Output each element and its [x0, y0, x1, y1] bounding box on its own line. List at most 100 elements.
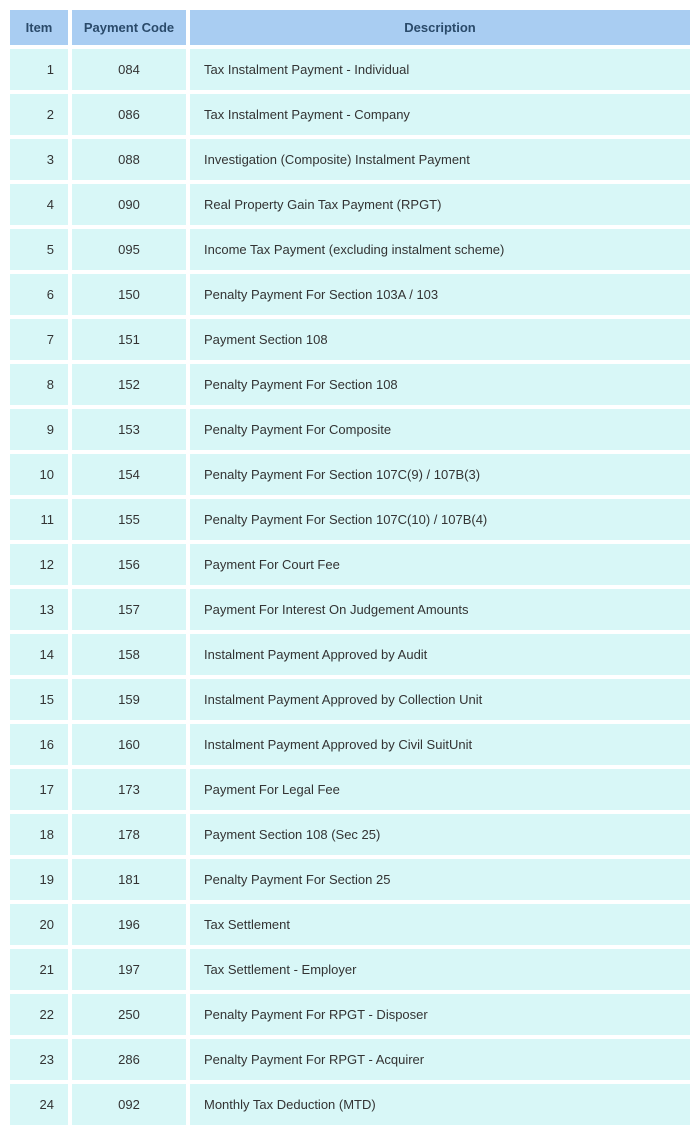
cell-description: Payment For Court Fee	[190, 544, 690, 585]
cell-code: 095	[72, 229, 186, 270]
table-row: 4090Real Property Gain Tax Payment (RPGT…	[10, 184, 690, 225]
cell-item: 20	[10, 904, 68, 945]
cell-item: 10	[10, 454, 68, 495]
column-header-description: Description	[190, 10, 690, 45]
cell-item: 4	[10, 184, 68, 225]
cell-item: 22	[10, 994, 68, 1035]
cell-description: Penalty Payment For Section 108	[190, 364, 690, 405]
cell-item: 19	[10, 859, 68, 900]
table-row: 12156Payment For Court Fee	[10, 544, 690, 585]
cell-code: 154	[72, 454, 186, 495]
cell-description: Instalment Payment Approved by Audit	[190, 634, 690, 675]
cell-item: 9	[10, 409, 68, 450]
cell-code: 155	[72, 499, 186, 540]
cell-code: 092	[72, 1084, 186, 1125]
cell-code: 090	[72, 184, 186, 225]
table-row: 24092Monthly Tax Deduction (MTD)	[10, 1084, 690, 1125]
cell-item: 6	[10, 274, 68, 315]
table-row: 7151Payment Section 108	[10, 319, 690, 360]
table-row: 20196Tax Settlement	[10, 904, 690, 945]
cell-code: 173	[72, 769, 186, 810]
table-row: 3088Investigation (Composite) Instalment…	[10, 139, 690, 180]
cell-item: 23	[10, 1039, 68, 1080]
cell-description: Tax Settlement	[190, 904, 690, 945]
table-row: 13157Payment For Interest On Judgement A…	[10, 589, 690, 630]
cell-code: 084	[72, 49, 186, 90]
cell-description: Monthly Tax Deduction (MTD)	[190, 1084, 690, 1125]
cell-description: Income Tax Payment (excluding instalment…	[190, 229, 690, 270]
table-row: 8152Penalty Payment For Section 108	[10, 364, 690, 405]
table-row: 23286Penalty Payment For RPGT - Acquirer	[10, 1039, 690, 1080]
cell-description: Real Property Gain Tax Payment (RPGT)	[190, 184, 690, 225]
table-row: 1084Tax Instalment Payment - Individual	[10, 49, 690, 90]
cell-item: 18	[10, 814, 68, 855]
table-row: 2086Tax Instalment Payment - Company	[10, 94, 690, 135]
table-row: 21197Tax Settlement - Employer	[10, 949, 690, 990]
cell-item: 7	[10, 319, 68, 360]
table-row: 10154Penalty Payment For Section 107C(9)…	[10, 454, 690, 495]
cell-code: 152	[72, 364, 186, 405]
cell-description: Payment For Interest On Judgement Amount…	[190, 589, 690, 630]
cell-code: 157	[72, 589, 186, 630]
cell-item: 5	[10, 229, 68, 270]
cell-item: 15	[10, 679, 68, 720]
cell-code: 196	[72, 904, 186, 945]
cell-description: Tax Instalment Payment - Individual	[190, 49, 690, 90]
cell-description: Penalty Payment For RPGT - Disposer	[190, 994, 690, 1035]
cell-description: Tax Settlement - Employer	[190, 949, 690, 990]
cell-code: 160	[72, 724, 186, 765]
cell-description: Instalment Payment Approved by Civil Sui…	[190, 724, 690, 765]
cell-description: Instalment Payment Approved by Collectio…	[190, 679, 690, 720]
cell-code: 088	[72, 139, 186, 180]
cell-code: 286	[72, 1039, 186, 1080]
table-row: 19181Penalty Payment For Section 25	[10, 859, 690, 900]
table-row: 11155Penalty Payment For Section 107C(10…	[10, 499, 690, 540]
cell-description: Penalty Payment For Section 103A / 103	[190, 274, 690, 315]
cell-description: Tax Instalment Payment - Company	[190, 94, 690, 135]
cell-code: 156	[72, 544, 186, 585]
cell-description: Investigation (Composite) Instalment Pay…	[190, 139, 690, 180]
cell-code: 181	[72, 859, 186, 900]
cell-description: Penalty Payment For RPGT - Acquirer	[190, 1039, 690, 1080]
table-row: 6150Penalty Payment For Section 103A / 1…	[10, 274, 690, 315]
table-row: 18178Payment Section 108 (Sec 25)	[10, 814, 690, 855]
cell-description: Penalty Payment For Section 25	[190, 859, 690, 900]
table-row: 9153Penalty Payment For Composite	[10, 409, 690, 450]
cell-item: 21	[10, 949, 68, 990]
cell-item: 16	[10, 724, 68, 765]
cell-description: Payment Section 108	[190, 319, 690, 360]
cell-description: Penalty Payment For Section 107C(10) / 1…	[190, 499, 690, 540]
cell-description: Penalty Payment For Section 107C(9) / 10…	[190, 454, 690, 495]
table-row: 22250Penalty Payment For RPGT - Disposer	[10, 994, 690, 1035]
column-header-item: Item	[10, 10, 68, 45]
cell-item: 13	[10, 589, 68, 630]
cell-code: 159	[72, 679, 186, 720]
cell-item: 3	[10, 139, 68, 180]
cell-item: 2	[10, 94, 68, 135]
cell-code: 086	[72, 94, 186, 135]
cell-description: Payment For Legal Fee	[190, 769, 690, 810]
cell-code: 150	[72, 274, 186, 315]
table-row: 16160Instalment Payment Approved by Civi…	[10, 724, 690, 765]
cell-item: 12	[10, 544, 68, 585]
cell-item: 17	[10, 769, 68, 810]
payment-code-table: Item Payment Code Description 1084Tax In…	[6, 6, 694, 1129]
table-row: 15159Instalment Payment Approved by Coll…	[10, 679, 690, 720]
cell-code: 153	[72, 409, 186, 450]
cell-description: Penalty Payment For Composite	[190, 409, 690, 450]
cell-code: 158	[72, 634, 186, 675]
cell-description: Payment Section 108 (Sec 25)	[190, 814, 690, 855]
table-header: Item Payment Code Description	[10, 10, 690, 45]
table-row: 17173Payment For Legal Fee	[10, 769, 690, 810]
table-row: 14158Instalment Payment Approved by Audi…	[10, 634, 690, 675]
cell-code: 151	[72, 319, 186, 360]
cell-item: 24	[10, 1084, 68, 1125]
cell-item: 11	[10, 499, 68, 540]
table-row: 5095Income Tax Payment (excluding instal…	[10, 229, 690, 270]
column-header-code: Payment Code	[72, 10, 186, 45]
cell-item: 1	[10, 49, 68, 90]
cell-item: 8	[10, 364, 68, 405]
cell-code: 178	[72, 814, 186, 855]
cell-item: 14	[10, 634, 68, 675]
cell-code: 197	[72, 949, 186, 990]
